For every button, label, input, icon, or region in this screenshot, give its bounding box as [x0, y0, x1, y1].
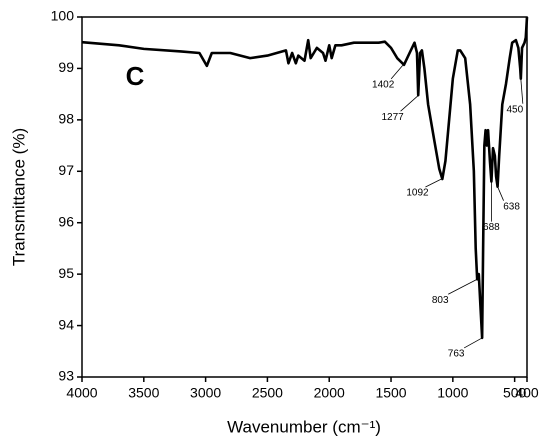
y-tick-label: 93	[58, 368, 74, 384]
peak-leader	[520, 78, 524, 104]
x-tick-label: 500	[503, 385, 527, 401]
peak-label: 638	[503, 201, 520, 212]
peak-label: 1402	[372, 79, 395, 90]
y-tick-label: 99	[58, 59, 74, 75]
x-tick-label: 1500	[375, 385, 406, 401]
spectrum-line	[81, 16, 529, 340]
peak-leader	[463, 337, 483, 349]
peak-leader	[390, 64, 404, 80]
x-tick-label: 2500	[252, 385, 283, 401]
x-tick-label: 400	[515, 385, 539, 401]
peak-label: 688	[483, 222, 500, 233]
plot-frame	[81, 16, 528, 378]
peak-leader	[400, 94, 419, 112]
peak-label: 450	[506, 104, 523, 115]
peak-leader	[448, 278, 478, 295]
x-tick-label: 4000	[66, 385, 97, 401]
y-tick-label: 95	[58, 265, 74, 281]
y-tick-label: 96	[58, 213, 74, 229]
peak-leader	[425, 178, 442, 188]
peak-label: 1092	[406, 188, 429, 199]
panel-label: C	[126, 61, 145, 91]
x-tick-label: 1000	[437, 385, 468, 401]
peak-label: 1277	[381, 112, 404, 123]
y-tick-label: 94	[58, 316, 74, 332]
x-tick-label: 3500	[128, 385, 159, 401]
x-tick-label: 3000	[190, 385, 221, 401]
y-axis-label: Transmittance (%)	[9, 128, 28, 266]
x-axis-label: Wavenumber (cm⁻¹)	[227, 417, 381, 436]
peak-label: 803	[432, 295, 449, 306]
peak-leader	[497, 186, 504, 201]
y-tick-label: 100	[51, 8, 75, 24]
x-tick-label: 2000	[314, 385, 345, 401]
y-tick-label: 97	[58, 162, 74, 178]
y-tick-label: 98	[58, 111, 74, 127]
peak-label: 763	[448, 349, 465, 360]
